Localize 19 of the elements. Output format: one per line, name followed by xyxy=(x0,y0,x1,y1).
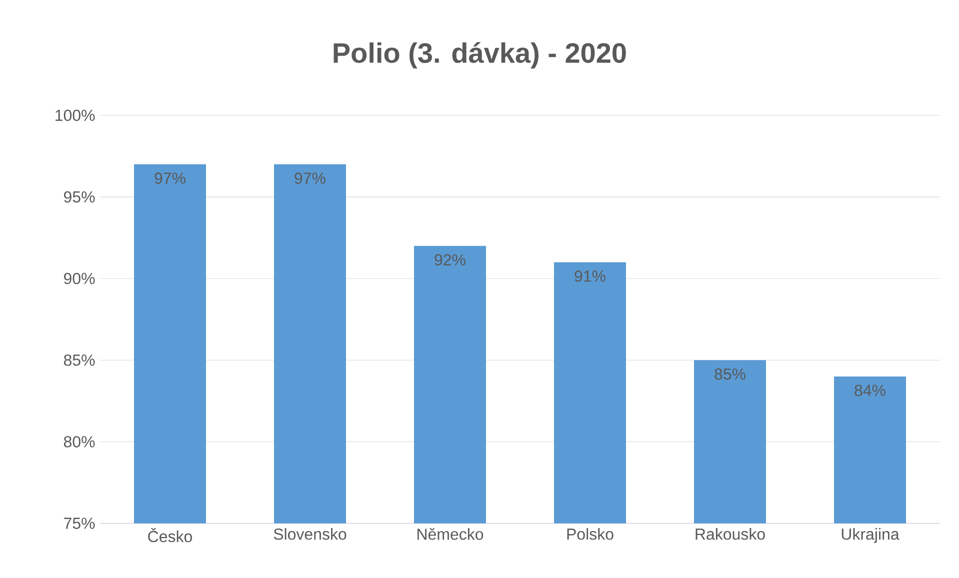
data-label: 97% xyxy=(294,172,326,184)
x-tick-label: Slovensko xyxy=(274,528,346,540)
y-tick-label: 75% xyxy=(64,518,95,529)
y-tick-label: 85% xyxy=(64,354,95,366)
chart-title: Polio (3. dávka) - 2020 xyxy=(334,42,626,68)
data-label: 91% xyxy=(574,270,606,282)
data-label: 84% xyxy=(854,384,886,396)
x-tick-label: Česko xyxy=(148,528,192,542)
y-tick-label: 80% xyxy=(64,436,95,448)
data-label: 85% xyxy=(714,368,746,380)
x-tick-label: Německo xyxy=(418,528,484,540)
y-tick-label: 100% xyxy=(56,110,95,121)
data-label: 92% xyxy=(434,254,466,266)
x-tick-label: Ukrajina xyxy=(842,528,900,543)
x-tick-label: Polsko xyxy=(567,528,614,540)
x-tick-label: Rakousko xyxy=(696,528,765,540)
y-tick-label: 90% xyxy=(64,272,95,284)
y-tick-label: 95% xyxy=(64,191,95,203)
data-label: 97% xyxy=(154,172,186,184)
